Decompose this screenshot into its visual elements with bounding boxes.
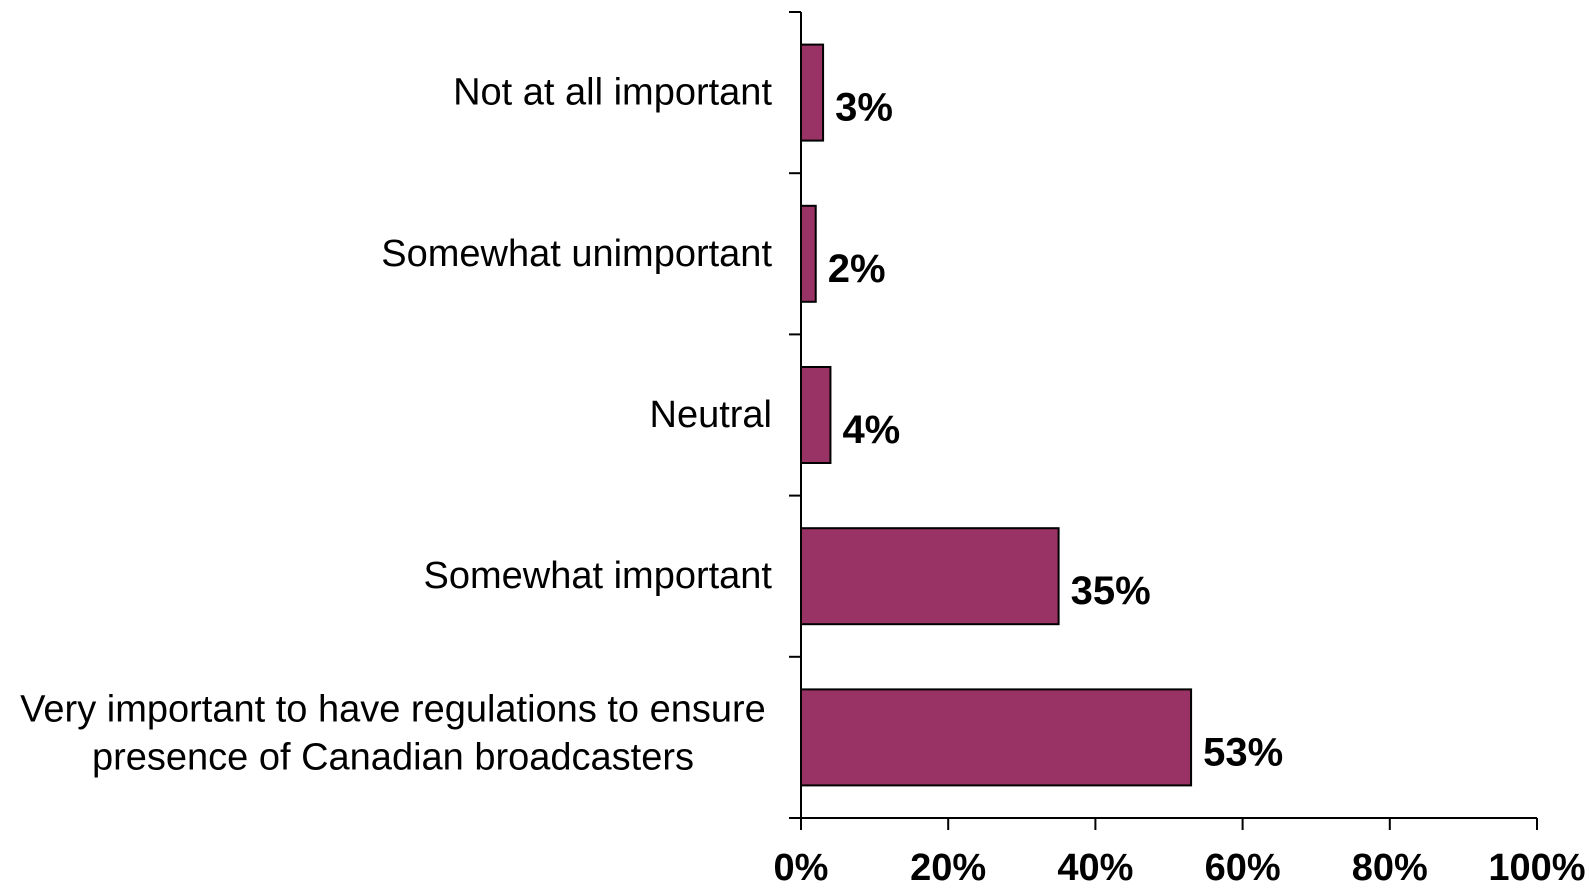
category-label-0: Not at all important: [453, 72, 772, 114]
category-label-1: Somewhat unimportant: [381, 233, 772, 275]
category-label-2: Neutral: [650, 394, 773, 436]
category-label-0-line-0: Not at all important: [453, 72, 772, 114]
category-label-4: Very important to have regulations to en…: [20, 688, 766, 778]
category-label-3: Somewhat important: [424, 555, 773, 597]
bar-4: [800, 688, 1193, 787]
data-label-4: 53%: [1203, 730, 1283, 774]
x-tick-label-0: 0%: [774, 847, 829, 889]
x-tick-label-5: 100%: [1488, 847, 1585, 889]
category-label-4-line-1: presence of Canadian broadcasters: [92, 736, 694, 778]
x-tick-label-2: 40%: [1057, 847, 1133, 889]
bars-group: [800, 43, 1193, 787]
labels-group: 3% Not at all important 2% Somewhat unimpor…: [20, 72, 1585, 889]
category-label-1-line-0: Somewhat unimportant: [381, 233, 772, 275]
x-tick-label-3: 60%: [1205, 847, 1281, 889]
x-tick-label-4: 80%: [1352, 847, 1428, 889]
data-label-1: 2%: [828, 247, 886, 291]
bar-0: [800, 43, 825, 142]
bar-3: [800, 527, 1060, 626]
x-tick-label-1: 20%: [910, 847, 986, 889]
category-label-3-line-0: Somewhat important: [424, 555, 773, 597]
bar-1: [800, 204, 817, 303]
category-label-4-line-0: Very important to have regulations to en…: [20, 688, 766, 730]
data-label-3: 35%: [1071, 569, 1151, 613]
data-label-0: 3%: [835, 86, 893, 130]
bar-2: [800, 366, 832, 464]
axes-group: [789, 11, 1538, 830]
data-label-2: 4%: [842, 408, 900, 452]
category-label-2-line-0: Neutral: [650, 394, 773, 436]
